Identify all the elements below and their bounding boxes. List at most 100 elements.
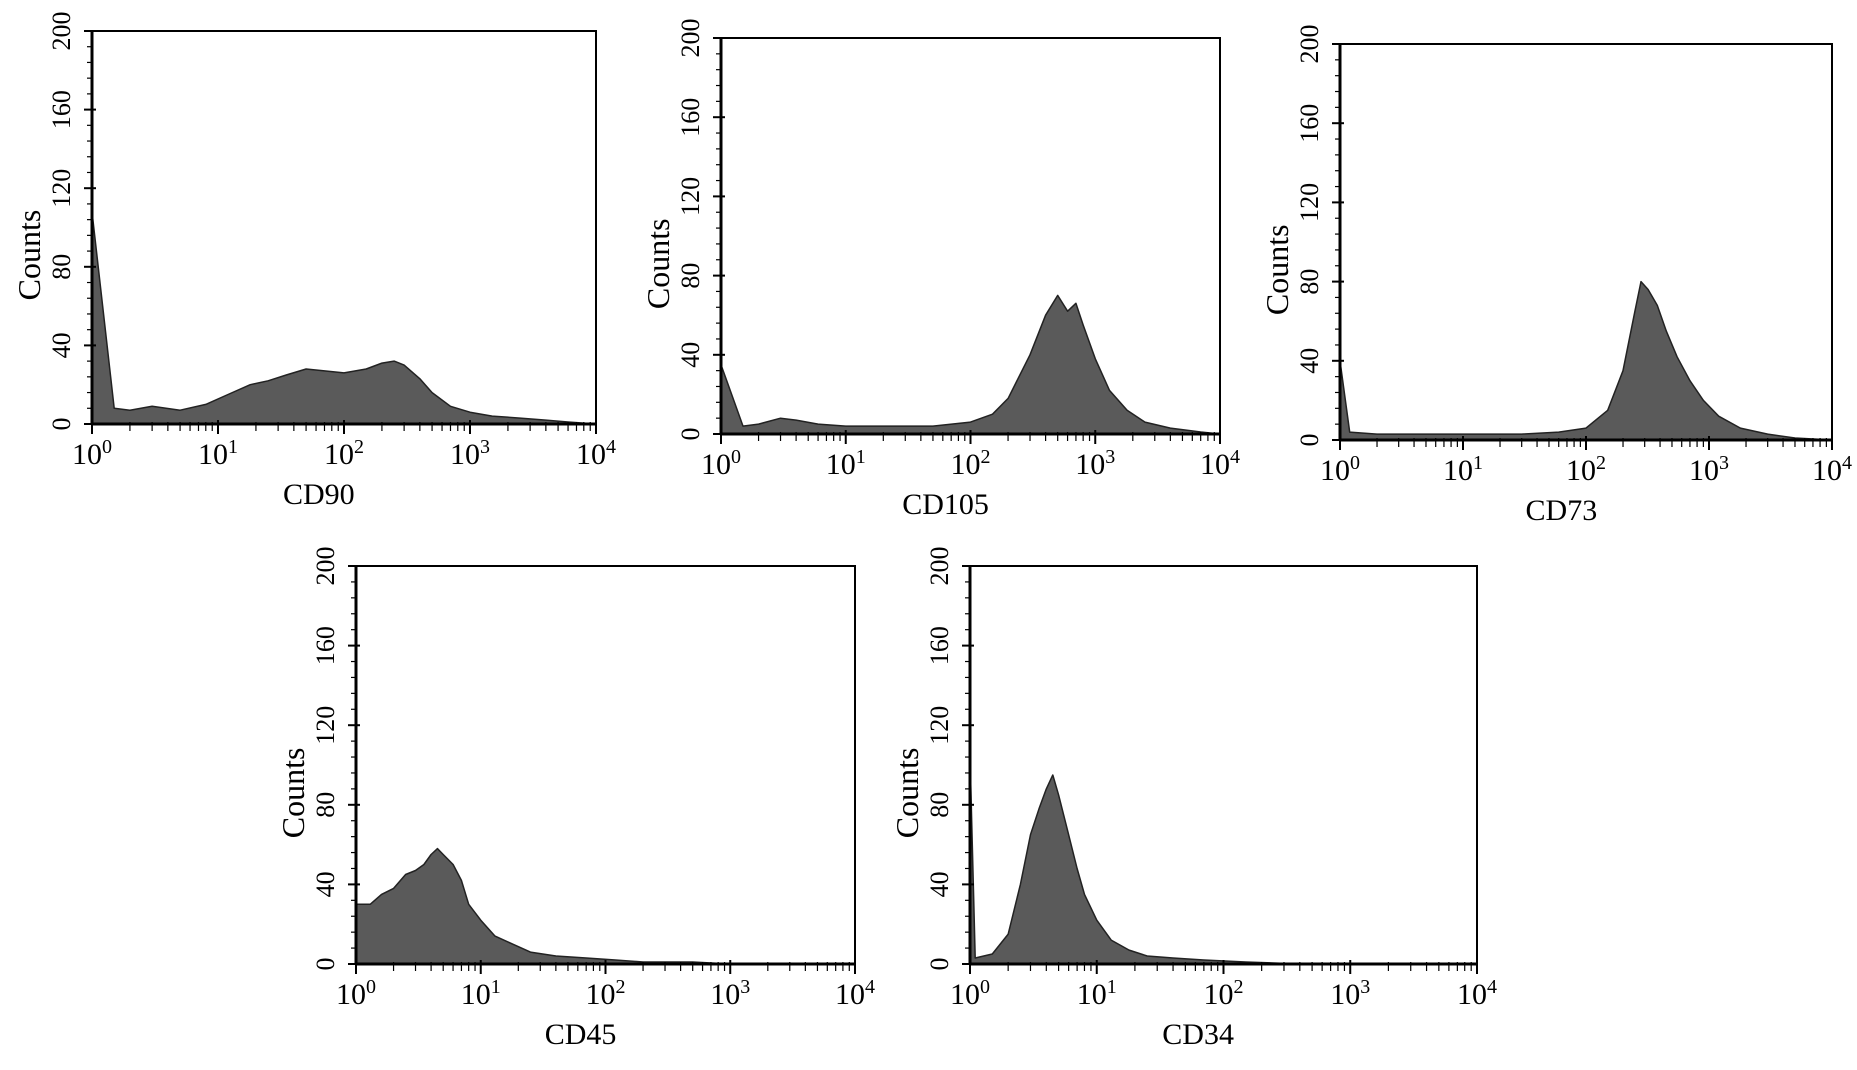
x-tick-label: 103 [1689, 452, 1729, 487]
x-tick-label: 104 [1200, 446, 1240, 481]
x-tick-exponent: 2 [981, 446, 991, 468]
x-tick-label: 101 [1443, 452, 1483, 487]
y-axis-title: Counts [11, 210, 47, 301]
x-tick-exponent: 4 [1842, 452, 1852, 474]
x-tick-base: 10 [950, 978, 980, 1011]
y-tick-label: 200 [925, 547, 954, 586]
y-axis-title: Counts [275, 748, 311, 839]
histogram-area [969, 754, 1478, 965]
y-tick-label: 0 [1295, 434, 1324, 447]
x-tick-label: 102 [324, 436, 364, 471]
y-axis-title: Counts [1259, 224, 1295, 315]
x-tick-exponent: 0 [102, 436, 112, 458]
x-axis-title: CD90 [283, 478, 355, 511]
x-tick-exponent: 1 [228, 436, 238, 458]
x-tick-label: 101 [826, 446, 866, 481]
x-tick-exponent: 0 [366, 976, 376, 998]
x-tick-exponent: 1 [1473, 452, 1483, 474]
y-tick-label: 200 [47, 12, 76, 51]
x-tick-base: 10 [461, 978, 491, 1011]
y-axis-title: Counts [889, 748, 925, 839]
x-tick-exponent: 3 [1360, 976, 1370, 998]
x-tick-label: 103 [710, 976, 750, 1011]
x-tick-exponent: 2 [1596, 452, 1606, 474]
x-tick-base: 10 [450, 438, 480, 471]
x-tick-label: 100 [1320, 452, 1360, 487]
x-tick-label: 101 [461, 976, 501, 1011]
y-tick-label: 40 [47, 332, 76, 358]
y-tick-label: 120 [925, 706, 954, 745]
x-tick-base: 10 [1204, 978, 1234, 1011]
y-tick-label: 0 [925, 958, 954, 971]
x-axis-title: CD105 [902, 488, 989, 521]
x-tick-label: 102 [951, 446, 991, 481]
x-tick-exponent: 2 [354, 436, 364, 458]
x-tick-exponent: 2 [616, 976, 626, 998]
x-tick-exponent: 1 [856, 446, 866, 468]
x-tick-label: 102 [1204, 976, 1244, 1011]
x-tick-base: 10 [1566, 454, 1596, 487]
x-tick-label: 100 [950, 976, 990, 1011]
x-tick-exponent: 1 [491, 976, 501, 998]
x-tick-base: 10 [701, 448, 731, 481]
x-tick-exponent: 4 [1230, 446, 1240, 468]
plot-frame [1339, 43, 1833, 441]
x-tick-base: 10 [951, 448, 981, 481]
x-tick-base: 10 [1812, 454, 1842, 487]
x-tick-label: 104 [835, 976, 875, 1011]
x-tick-exponent: 0 [731, 446, 741, 468]
y-tick-label: 0 [311, 958, 340, 971]
y-tick-label: 80 [1295, 269, 1324, 295]
x-axis-title: CD34 [1162, 1018, 1234, 1051]
histogram-area [355, 847, 856, 965]
x-tick-label: 100 [336, 976, 376, 1011]
x-tick-base: 10 [835, 978, 865, 1011]
x-tick-label: 103 [1330, 976, 1370, 1011]
x-tick-base: 10 [1075, 448, 1105, 481]
x-tick-label: 100 [72, 436, 112, 471]
plot-frame [91, 30, 597, 425]
y-tick-label: 200 [676, 19, 705, 58]
y-tick-label: 160 [676, 98, 705, 137]
x-tick-base: 10 [72, 438, 102, 471]
x-tick-label: 101 [198, 436, 238, 471]
y-tick-label: 80 [676, 263, 705, 289]
x-tick-exponent: 4 [606, 436, 616, 458]
y-tick-label: 40 [676, 342, 705, 368]
y-axis-title: Counts [640, 218, 676, 309]
y-tick-label: 0 [676, 428, 705, 441]
x-tick-label: 103 [1075, 446, 1115, 481]
x-tick-exponent: 3 [480, 436, 490, 458]
x-tick-base: 10 [198, 438, 228, 471]
y-tick-label: 200 [311, 547, 340, 586]
y-tick-label: 160 [311, 626, 340, 665]
x-tick-base: 10 [1330, 978, 1360, 1011]
x-tick-exponent: 4 [865, 976, 875, 998]
x-tick-base: 10 [1077, 978, 1107, 1011]
x-axis-title: CD45 [545, 1018, 617, 1051]
y-tick-label: 80 [311, 792, 340, 818]
x-tick-label: 100 [701, 446, 741, 481]
x-tick-label: 104 [1812, 452, 1852, 487]
x-axis-title: CD73 [1526, 494, 1598, 527]
x-tick-base: 10 [324, 438, 354, 471]
y-tick-label: 120 [676, 177, 705, 216]
x-tick-exponent: 3 [740, 976, 750, 998]
x-tick-base: 10 [336, 978, 366, 1011]
x-tick-label: 102 [586, 976, 626, 1011]
x-tick-base: 10 [826, 448, 856, 481]
y-tick-label: 200 [1295, 25, 1324, 64]
y-tick-label: 40 [311, 871, 340, 897]
y-tick-label: 40 [1295, 348, 1324, 374]
x-tick-base: 10 [586, 978, 616, 1011]
x-tick-label: 104 [1457, 976, 1497, 1011]
x-tick-exponent: 3 [1105, 446, 1115, 468]
y-tick-label: 160 [1295, 104, 1324, 143]
y-tick-label: 80 [47, 254, 76, 280]
y-tick-label: 40 [925, 871, 954, 897]
x-tick-label: 101 [1077, 976, 1117, 1011]
